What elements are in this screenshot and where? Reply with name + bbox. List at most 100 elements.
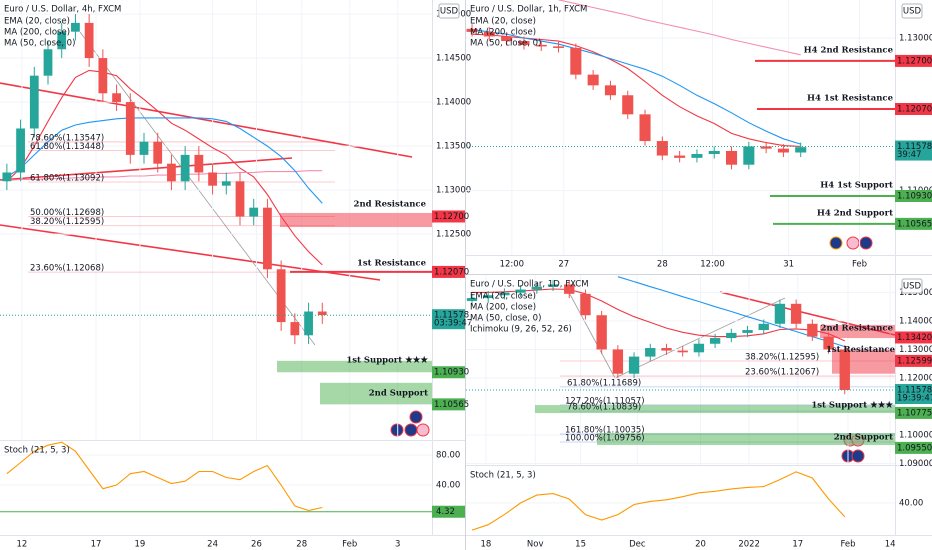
candle-body [167, 163, 176, 182]
candle-body [656, 141, 668, 156]
candle-body [531, 286, 543, 290]
candle-body [661, 348, 672, 351]
candle-body [612, 349, 624, 374]
candle-body [43, 49, 53, 76]
indicator-line [472, 29, 801, 145]
legend-entry: MA (200, close) [4, 28, 70, 38]
legend-entry: EMA (20, close) [470, 17, 536, 27]
y-tick-label: 1.13000 [899, 34, 932, 44]
x-tick-label: Nov [527, 540, 544, 550]
panel: 1.150001.140001.130001.120001.100001.090… [466, 275, 932, 550]
level-name: 1st Resistance [826, 345, 896, 355]
level-price-box [895, 354, 932, 367]
candle-body [760, 146, 772, 149]
price-box [895, 140, 932, 161]
fib-label: 23.60%(1.12068) [30, 264, 104, 274]
candle-body [515, 289, 526, 293]
plot-area [466, 0, 895, 255]
event-icon [851, 449, 865, 463]
candle-body [743, 146, 755, 165]
candle-body [596, 315, 607, 350]
legend-entry: MA (50, close, 0) [4, 39, 75, 49]
level-price-label: 1.12700 [434, 212, 469, 222]
stoch-line [471, 471, 846, 531]
level-price-box [895, 406, 932, 419]
plot-area [466, 275, 895, 465]
level-name: 1st Resistance [357, 258, 427, 268]
candle-body [535, 44, 547, 47]
event-icon [829, 236, 843, 250]
level-price-box [895, 54, 932, 67]
x-tick-label: Feb [840, 540, 855, 550]
level-name: H4 1st Support [820, 181, 893, 191]
x-tick-label: 27 [558, 260, 569, 270]
fib-trend-line [564, 284, 616, 379]
candle-body [125, 102, 135, 155]
candle-body [29, 75, 39, 129]
fib-label: 100.00%(1.09756) [565, 434, 645, 444]
stoch-level-label: 4.32 [436, 507, 455, 517]
x-tick-label: 28 [296, 540, 307, 550]
candle-body [645, 348, 656, 357]
x-tick-label: 14 [885, 540, 896, 550]
price-label: 1.11578 [434, 311, 469, 321]
level-price-box [432, 366, 465, 379]
fib-label: 61.80%(1.13448) [30, 142, 104, 152]
candle-body [790, 303, 802, 324]
y-tick-label: 1.14000 [899, 316, 932, 326]
level-price-box [432, 265, 465, 278]
level-price-label: 1.12599 [897, 356, 932, 366]
indicator-line [6, 69, 323, 266]
x-tick-label: 12:00 [500, 260, 525, 270]
candle-body [249, 207, 259, 217]
x-tick-label: Dec [629, 540, 646, 550]
stoch-tick-label: 40.00 [899, 498, 923, 508]
unit-box [901, 3, 923, 19]
indicator-line [617, 276, 845, 348]
level-name: 2nd Support [834, 433, 893, 443]
event-icon [846, 236, 860, 250]
unit-label: USD [440, 7, 459, 17]
fib-label: 127.20%(1.11057) [565, 396, 645, 406]
level-price-box [895, 441, 932, 454]
candle-body [795, 147, 807, 153]
candle-body [221, 181, 231, 186]
chart-title: Euro / U.S. Dollar, 1D, FXCM [470, 280, 589, 290]
x-tick-label: Feb [852, 260, 867, 270]
fib-trend-line [79, 31, 316, 346]
price-box [432, 309, 465, 330]
unit-label: USD [903, 7, 922, 17]
event-icon [404, 423, 418, 437]
level-name: 2nd Support [369, 388, 428, 398]
y-tick-label: 1.12000 [899, 373, 932, 383]
stoch-level-box [432, 505, 465, 518]
level-price-box [432, 398, 465, 411]
level-price-label: 1.10930 [897, 192, 932, 202]
candle-body [677, 350, 688, 353]
candle-body [777, 148, 789, 153]
level-price-label: 1.09550 [897, 443, 932, 453]
candle-body [839, 349, 850, 390]
level-name: H4 1st Resistance [807, 93, 894, 103]
level-zone [597, 433, 895, 446]
candle-body [98, 58, 108, 94]
indicator-line [472, 288, 846, 342]
legend-entry: MA (200, close) [470, 303, 536, 313]
level-price-label: 1.10565 [434, 400, 469, 410]
legend-entry: EMA (20, close) [470, 292, 536, 302]
candle-body [564, 284, 575, 294]
stoch-title: Stoch (21, 5, 3) [4, 446, 70, 456]
level-zone [820, 324, 895, 339]
stoch-line [6, 441, 323, 512]
candle-body [263, 207, 272, 270]
y-tick-label: 1.09000 [899, 459, 932, 469]
candle-body [580, 293, 591, 316]
level-price-label: 1.13420 [897, 333, 932, 343]
candle-body [304, 311, 313, 336]
event-icon [416, 423, 430, 437]
candle-body [194, 154, 204, 173]
candle-body [483, 31, 495, 37]
legend-entry: EMA (20, close) [4, 17, 70, 27]
candle-body [499, 292, 510, 296]
x-tick-label: 17 [792, 540, 803, 550]
